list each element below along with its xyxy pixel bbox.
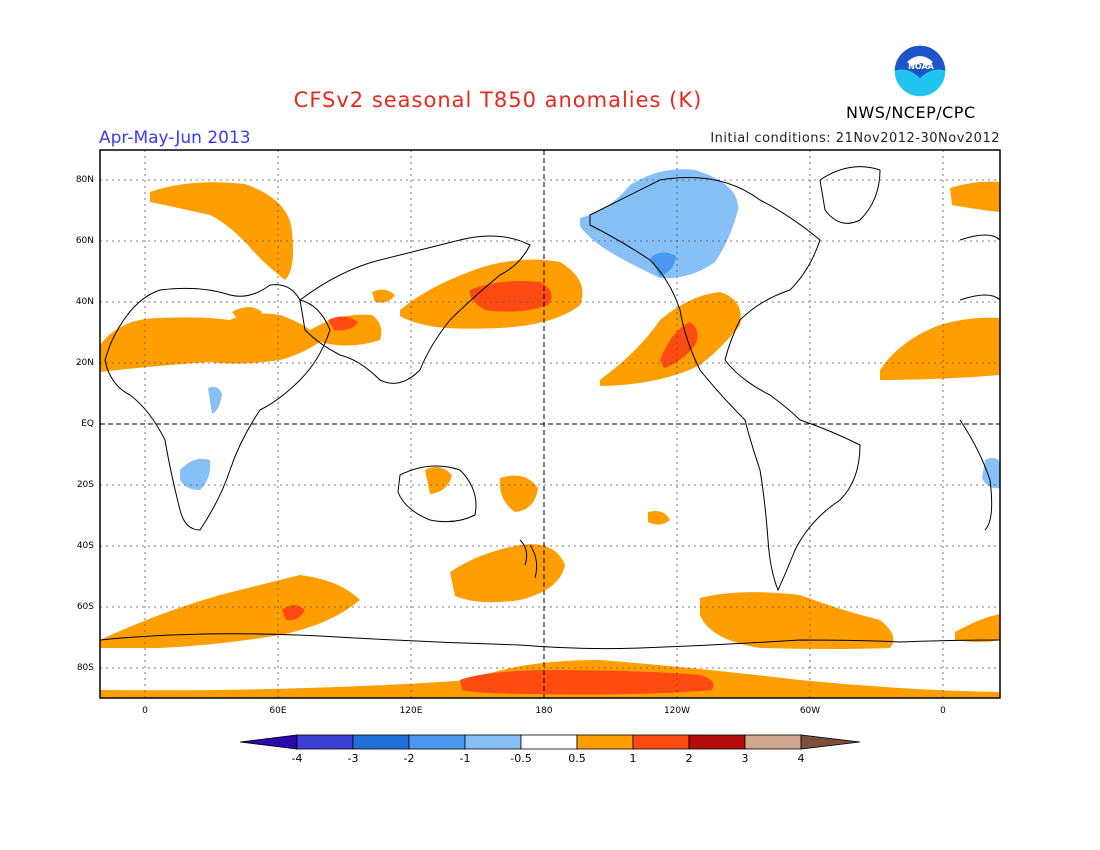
colorbar-arrow-right: [800, 734, 861, 750]
grid-lines: [100, 150, 1000, 698]
noaa-logo: [893, 44, 947, 98]
season-label: Apr-May-Jun 2013: [99, 128, 251, 148]
colorbar-label: -1: [459, 752, 471, 765]
colorbar-segment: [520, 734, 578, 750]
map-frame: [99, 149, 1001, 699]
lat-label: 40N: [75, 297, 94, 307]
agency-label: NWS/NCEP/CPC: [846, 103, 976, 122]
colorbar-segment: [576, 734, 634, 750]
colorbar-segment: [464, 734, 522, 750]
colorbar-label: -2: [403, 752, 415, 765]
colorbar-segment: [352, 734, 410, 750]
lat-label: 20N: [75, 358, 94, 368]
coastlines: [99, 166, 1001, 650]
lat-label: 80S: [76, 663, 94, 673]
lat-label: 80N: [75, 175, 94, 185]
colorbar-label: -4: [291, 752, 303, 765]
colorbar-label: 2: [685, 752, 693, 765]
lon-label: 120E: [399, 706, 423, 716]
colorbar-segment: [408, 734, 466, 750]
colorbar-label: -3: [347, 752, 359, 765]
colorbar-label: 3: [741, 752, 749, 765]
colorbar-label: 1: [629, 752, 637, 765]
lon-label: 120W: [663, 706, 691, 716]
colorbar-segment: [688, 734, 746, 750]
lat-label: 60N: [75, 236, 94, 246]
reference-lines: [100, 150, 1000, 698]
colorbar-label: 4: [797, 752, 805, 765]
lon-label: 60E: [269, 706, 287, 716]
colorbar-label: 0.5: [568, 752, 586, 765]
colorbar-segment: [296, 734, 354, 750]
page-title: CFSv2 seasonal T850 anomalies (K): [293, 88, 703, 112]
colorbar-arrow-left: [239, 734, 298, 750]
lon-label: 0: [940, 706, 946, 716]
lat-label: EQ: [81, 419, 94, 429]
initial-conditions-label: Initial conditions: 21Nov2012-30Nov2012: [710, 131, 1000, 146]
lon-label: 180: [535, 706, 553, 716]
lat-label: 60S: [76, 602, 94, 612]
lat-label: 20S: [76, 480, 94, 490]
colorbar-segment: [744, 734, 802, 750]
anomaly-fields: [100, 169, 1000, 698]
logo-text: NOAA: [908, 62, 934, 71]
colorbar: [239, 734, 861, 750]
colorbar-label: -0.5: [510, 752, 532, 765]
lon-label: 0: [142, 706, 148, 716]
colorbar-segment: [632, 734, 690, 750]
lat-label: 40S: [76, 541, 94, 551]
lon-label: 60W: [799, 706, 821, 716]
